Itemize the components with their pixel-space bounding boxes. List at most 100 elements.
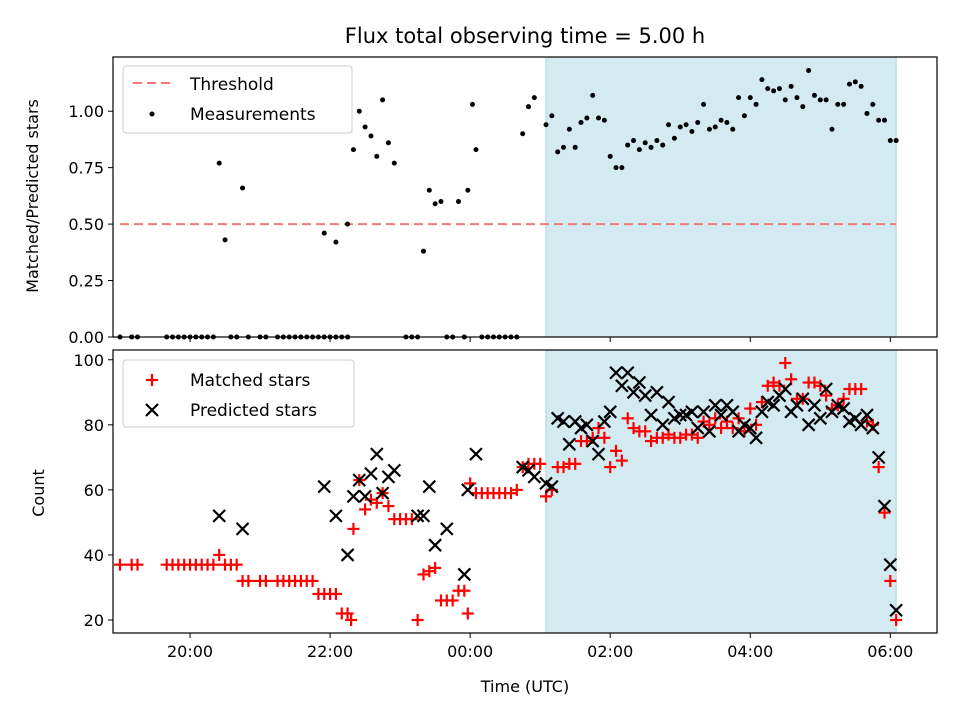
predicted-star-point [743, 421, 758, 435]
measurement-point [858, 83, 864, 89]
measurement-point [771, 88, 777, 94]
matched-star-point [411, 613, 424, 626]
matched-star-point [598, 431, 611, 444]
matched-star-point [744, 402, 757, 415]
measurement-point [759, 77, 765, 83]
predicted-star-point [620, 365, 635, 380]
measurement-point [619, 165, 625, 171]
predicted-star-point [457, 567, 472, 582]
y-tick-label: 1.00 [68, 102, 104, 121]
measurement-point [391, 160, 397, 166]
measurement-point [747, 95, 753, 101]
measurement-point [601, 117, 607, 123]
flux-ratio-panel: Flux total observing time = 5.00 h 0.000… [23, 24, 938, 347]
predicted-star-point [461, 483, 475, 497]
matched-star-point [779, 357, 792, 370]
predicted-star-point [807, 398, 822, 413]
measurement-point [596, 115, 602, 121]
measurement-point [590, 92, 596, 98]
measurement-point [788, 83, 794, 89]
x-tick-label: 20:00 [167, 642, 213, 661]
x-axis-ticks: 20:00 22:00 00:00 02:00 04:00 06:00 [167, 633, 913, 661]
predicted-star-point [416, 509, 431, 523]
measurement-point [689, 129, 695, 135]
measurement-point [776, 86, 782, 92]
measurement-point [469, 101, 475, 107]
predicted-star-point [545, 479, 559, 494]
measurement-point [455, 199, 461, 205]
y-tick-label: 0.50 [68, 215, 104, 234]
matched-star-point [820, 389, 833, 402]
matched-star-point [837, 392, 850, 405]
predicted-star-point [340, 548, 355, 562]
measurement-point [636, 147, 642, 153]
matched-star-point [347, 522, 360, 535]
x-axis-ticks [189, 337, 891, 342]
matched-star-point [306, 574, 319, 587]
predicted-star-point [358, 489, 372, 504]
measurement-point [864, 110, 870, 116]
measurement-point [216, 160, 222, 166]
legend-predicted-swatch [145, 403, 159, 417]
predicted-star-point [212, 509, 226, 523]
plot-frame [112, 349, 938, 634]
measurement-point [718, 117, 724, 123]
matched-star-point [429, 561, 442, 574]
measurement-point [695, 119, 701, 125]
predicted-star-point [369, 447, 384, 461]
matched-star-point [446, 594, 459, 607]
predicted-star-point [580, 418, 594, 432]
matched-star-point [604, 461, 617, 474]
predicted-star-point [556, 414, 571, 429]
matched-star-point [610, 444, 623, 457]
y-axis-label: Matched/Predicted stars [23, 99, 42, 293]
predicted-star-point [883, 557, 898, 572]
measurement-point [823, 97, 829, 103]
predicted-star-point [562, 437, 577, 452]
measurement-point [660, 142, 666, 148]
predicted-star-point [428, 538, 442, 552]
observing-window-shade [545, 349, 897, 634]
measurement-point [782, 97, 788, 103]
predicted-star-point [364, 466, 378, 481]
measurement-point [374, 153, 380, 159]
measurement-point [613, 165, 619, 171]
measurement-point [654, 138, 660, 144]
measurement-point [841, 101, 847, 107]
matched-star-point [703, 418, 716, 431]
predicted-star-point [585, 434, 600, 448]
measurement-point [566, 126, 572, 132]
predicted-star-point [638, 388, 652, 403]
measurement-point [625, 142, 631, 148]
matched-star-point [458, 584, 471, 597]
matched-star-point [345, 613, 358, 626]
measurement-point [730, 126, 736, 132]
predicted-star-point [708, 398, 723, 413]
matched-star-point [878, 506, 891, 519]
measurement-point [881, 117, 887, 123]
measurement-point [631, 138, 637, 144]
measurement-point [543, 122, 549, 128]
matched-star-point [755, 396, 768, 409]
measurement-point [420, 248, 426, 254]
measurement-point [531, 95, 537, 101]
matched-star-point [715, 422, 728, 435]
predicted-star-point [854, 418, 868, 432]
predicted-star-point [615, 379, 629, 393]
legend-threshold-label: Threshold [189, 75, 274, 95]
y-tick-label: 0.25 [68, 272, 104, 291]
measurement-point [753, 101, 759, 107]
measurement-point [741, 113, 747, 119]
legend-measurements-label: Measurements [190, 105, 316, 125]
y-tick-label: 0.00 [68, 328, 104, 347]
measurement-point [356, 108, 362, 114]
matched-star-point [884, 574, 897, 587]
measurement-point [526, 104, 532, 110]
predicted-star-point [877, 499, 892, 513]
predicted-star-point [603, 405, 617, 419]
measurement-point [350, 147, 356, 153]
matched-star-point [510, 483, 523, 496]
predicted-star-point [801, 418, 816, 432]
y-tick-label: 20 [84, 611, 104, 630]
measurement-point [811, 92, 817, 98]
